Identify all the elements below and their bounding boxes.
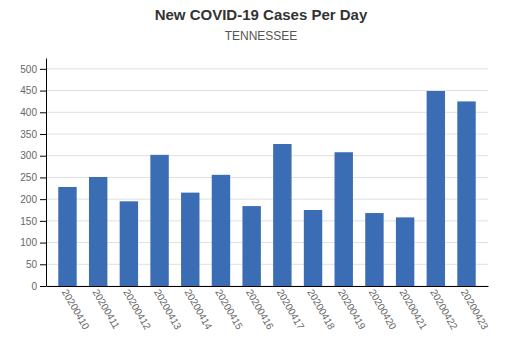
bar bbox=[212, 175, 230, 286]
x-tick: 20200423 bbox=[459, 287, 491, 331]
grid-line bbox=[46, 286, 488, 287]
bar bbox=[335, 152, 353, 286]
x-tick: 20200420 bbox=[367, 287, 399, 331]
grid-line bbox=[46, 112, 488, 113]
grid bbox=[46, 69, 488, 286]
y-tick-label: 450 bbox=[20, 85, 37, 96]
x-tick-label: 20200412 bbox=[121, 287, 153, 331]
x-tick-label: 20200419 bbox=[336, 287, 368, 331]
y-tick-label: 300 bbox=[20, 150, 37, 161]
x-tick: 20200413 bbox=[152, 287, 184, 331]
grid-line bbox=[46, 134, 488, 135]
y-tick-label: 0 bbox=[31, 281, 37, 292]
grid-line bbox=[46, 264, 488, 265]
x-axis-line bbox=[47, 286, 489, 287]
bars bbox=[58, 91, 475, 286]
grid-line bbox=[46, 90, 488, 91]
y-tick-label: 250 bbox=[20, 172, 37, 183]
x-tick-label: 20200411 bbox=[91, 287, 123, 331]
y-tick: 50 bbox=[26, 259, 46, 270]
x-tick: 20200410 bbox=[60, 287, 92, 331]
y-tick-mark bbox=[40, 91, 46, 92]
y-tick-mark bbox=[40, 69, 46, 70]
y-tick: 150 bbox=[20, 216, 46, 227]
bar bbox=[150, 155, 168, 286]
y-tick-label: 350 bbox=[20, 129, 37, 140]
bar bbox=[120, 201, 138, 286]
x-tick: 20200419 bbox=[336, 287, 368, 331]
y-tick: 350 bbox=[20, 129, 46, 140]
x-tick-label: 20200417 bbox=[275, 287, 307, 331]
bar bbox=[273, 144, 291, 286]
bar bbox=[365, 213, 383, 286]
y-tick-label: 200 bbox=[20, 194, 37, 205]
y-tick-mark bbox=[40, 286, 46, 287]
y-tick-mark bbox=[40, 177, 46, 178]
y-tick-mark bbox=[40, 243, 46, 244]
y-tick-mark bbox=[40, 264, 46, 265]
x-tick: 20200417 bbox=[275, 287, 307, 331]
y-tick-label: 150 bbox=[20, 216, 37, 227]
x-tick-label: 20200414 bbox=[183, 287, 215, 331]
x-tick-label: 20200413 bbox=[152, 287, 184, 331]
y-tick-mark bbox=[40, 112, 46, 113]
bar bbox=[304, 210, 322, 286]
subtitle: TENNESSEE bbox=[225, 29, 298, 43]
y-tick: 0 bbox=[31, 281, 46, 292]
y-tick: 250 bbox=[20, 172, 46, 183]
x-tick-label: 20200410 bbox=[60, 287, 92, 331]
bar bbox=[457, 101, 475, 286]
x-tick: 20200418 bbox=[305, 287, 337, 331]
y-tick: 100 bbox=[20, 237, 46, 248]
y-tick-label: 500 bbox=[20, 64, 37, 75]
x-tick: 20200421 bbox=[397, 287, 429, 331]
bar bbox=[89, 177, 107, 286]
x-tick: 20200411 bbox=[91, 287, 123, 331]
y-tick-mark bbox=[40, 156, 46, 157]
bar bbox=[427, 91, 445, 286]
x-tick: 20200422 bbox=[428, 287, 460, 331]
y-tick-label: 50 bbox=[26, 259, 38, 270]
y-tick: 450 bbox=[20, 85, 46, 96]
x-tick: 20200416 bbox=[244, 287, 276, 331]
x-tick-label: 20200422 bbox=[428, 287, 460, 331]
x-tick-label: 20200421 bbox=[397, 287, 429, 331]
grid-line bbox=[46, 199, 488, 200]
y-tick: 300 bbox=[20, 150, 46, 161]
y-tick: 400 bbox=[20, 107, 46, 118]
grid-line bbox=[46, 242, 488, 243]
bar bbox=[58, 187, 76, 286]
grid-line bbox=[46, 155, 488, 156]
y-tick: 500 bbox=[20, 64, 46, 75]
y-tick: 200 bbox=[20, 194, 46, 205]
grid-line bbox=[46, 68, 488, 69]
chart: New COVID-19 Cases Per Day TENNESSEE 20200… bbox=[0, 0, 522, 352]
x-tick: 20200412 bbox=[121, 287, 153, 331]
x-tick: 20200414 bbox=[183, 287, 215, 331]
bar bbox=[181, 193, 199, 286]
y-tick-label: 400 bbox=[20, 107, 37, 118]
y-tick-mark bbox=[40, 199, 46, 200]
bar bbox=[396, 217, 414, 286]
x-tick-label: 20200420 bbox=[367, 287, 399, 331]
bar bbox=[242, 206, 260, 286]
y-axis-line bbox=[46, 59, 47, 287]
y-tick-mark bbox=[40, 221, 46, 222]
y-tick-mark bbox=[40, 134, 46, 135]
y-axis: 0 50 100 150 200 250 300 350 400 450 500 bbox=[20, 59, 46, 292]
x-axis: 2020041020200411202004122020041320200414… bbox=[47, 287, 491, 332]
x-tick-label: 20200415 bbox=[213, 287, 245, 331]
grid-line bbox=[46, 220, 488, 221]
x-tick: 20200415 bbox=[213, 287, 245, 331]
x-tick-label: 20200423 bbox=[459, 287, 491, 331]
plot: 2020041020200411202004122020041320200414… bbox=[20, 59, 491, 332]
title: New COVID-19 Cases Per Day bbox=[155, 6, 368, 23]
y-tick-label: 100 bbox=[20, 237, 37, 248]
x-tick-label: 20200418 bbox=[305, 287, 337, 331]
x-tick-label: 20200416 bbox=[244, 287, 276, 331]
grid-line bbox=[46, 177, 488, 178]
